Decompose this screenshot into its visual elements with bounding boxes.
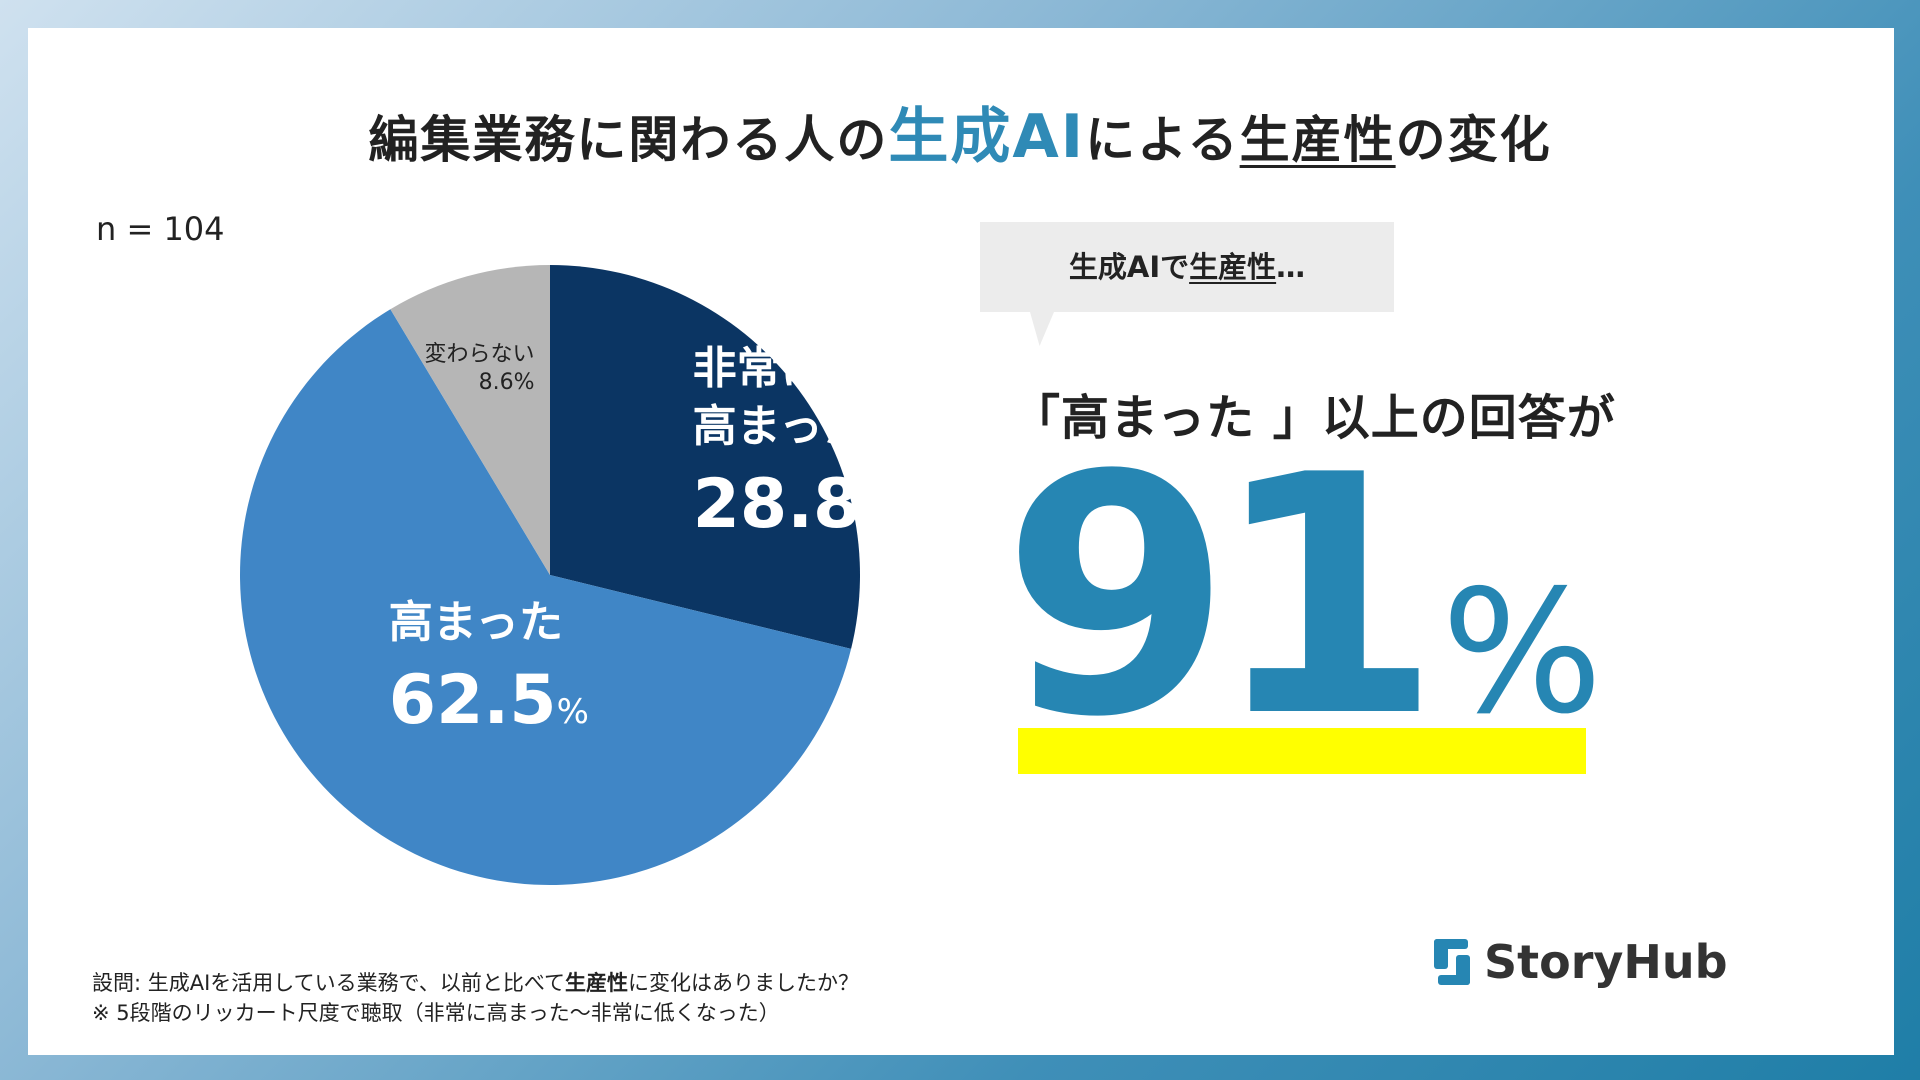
pie-slice-value: 62.5%	[389, 661, 589, 740]
pie-slice-label: 非常に	[693, 343, 825, 394]
title-part1: 編集業務に関わる人の	[368, 111, 889, 169]
bubble-suffix: …	[1276, 250, 1306, 284]
footnote-question: 設問: 生成AIを活用している業務で、以前と比べて	[92, 971, 565, 995]
big-stat-sign: %	[1441, 554, 1603, 752]
footnote-question-end: に変化はありましたか？	[628, 971, 859, 995]
big-stat-number: 91	[1002, 405, 1441, 789]
speech-bubble: 生成AIで生産性…	[980, 222, 1394, 312]
pie-slice-value: 28.8%	[693, 465, 870, 544]
footnote-line2: ※ 5段階のリッカート尺度で聴取（非常に高まった〜非常に低くなった）	[92, 1001, 780, 1025]
pie-slice-value: 8.6%	[479, 370, 535, 395]
pie-slice-label: 変わらない	[424, 342, 534, 367]
highlight-bar	[1018, 728, 1586, 774]
title-part3: の変化	[1395, 111, 1552, 169]
bubble-underlined: 生産性	[1189, 250, 1277, 284]
title-underlined: 生産性	[1239, 111, 1396, 169]
footnote-line1: 設問: 生成AIを活用している業務で、以前と比べて生産性に変化はありましたか？	[92, 968, 859, 998]
pie-slice-label: 高まった	[389, 597, 563, 648]
footnote: 設問: 生成AIを活用している業務で、以前と比べて生産性に変化はありましたか？ …	[92, 968, 859, 1028]
big-statistic: 91%	[1002, 432, 1603, 762]
pie-slice-label: 高まった	[693, 401, 867, 452]
headline: 「高まった 」以上の回答が	[1012, 390, 1616, 446]
storyhub-logo-icon	[1434, 939, 1470, 985]
footnote-bold: 生産性	[565, 971, 628, 995]
storyhub-logo-text: StoryHub	[1484, 935, 1728, 989]
bubble-prefix: 生成AIで	[1068, 250, 1190, 284]
pie-slice	[550, 265, 860, 649]
pie-slice	[390, 265, 550, 575]
page-title: 編集業務に関わる人の生成AIによる生産性の変化	[0, 88, 1920, 175]
pie-chart: 非常に高まった 28.8% 高まった 62.5% 変わらない 8.6%	[240, 265, 870, 885]
sample-size: n = 104	[96, 210, 225, 248]
pie-slice	[240, 309, 852, 885]
title-accent: 生成AI	[888, 102, 1086, 172]
storyhub-logo: StoryHub	[1430, 935, 1728, 989]
title-part2: による	[1085, 111, 1240, 169]
